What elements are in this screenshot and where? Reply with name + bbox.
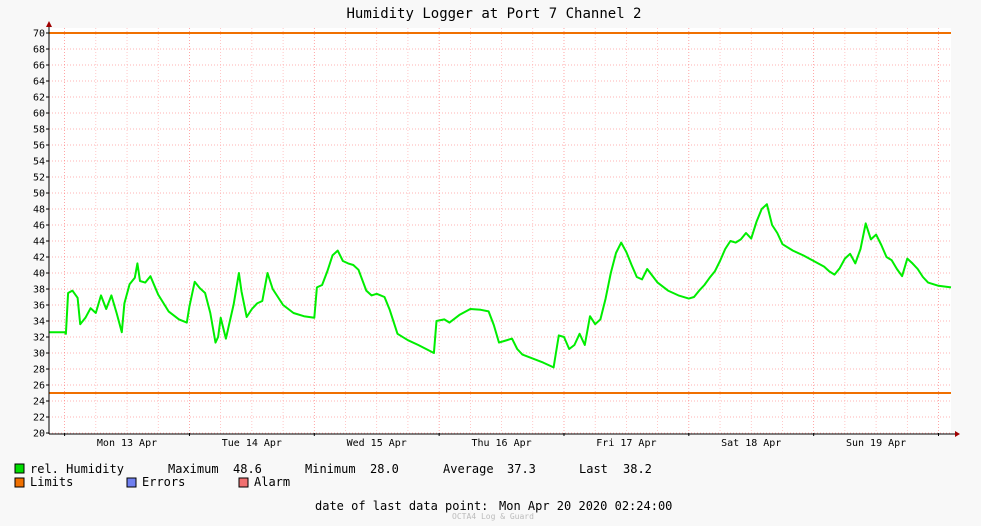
legend-errors-label: Errors — [142, 475, 185, 489]
y-tick-label: 56 — [33, 141, 45, 152]
grid — [49, 28, 951, 434]
max-label: Maximum — [168, 462, 219, 476]
y-tick-label: 20 — [33, 429, 45, 440]
limits-swatch — [14, 477, 25, 488]
last-label: Last — [579, 462, 608, 476]
x-tick-label: Sun 19 Apr — [846, 438, 906, 449]
y-axis: 20 22 24 26 28 30 32 34 36 38 40 42 44 46 48 50 52 54 56 58… — [33, 29, 49, 440]
y-axis-arrow-icon — [46, 21, 52, 27]
y-tick-label: 30 — [33, 349, 45, 360]
y-tick-label: 42 — [33, 253, 45, 264]
humidity-swatch — [14, 463, 25, 474]
y-tick-label: 64 — [33, 77, 45, 88]
y-tick-label: 70 — [33, 29, 45, 40]
y-tick-label: 22 — [33, 413, 45, 424]
last-value: 38.2 — [623, 462, 652, 476]
max-value: 48.6 — [233, 462, 262, 476]
x-tick-label: Wed 15 Apr — [347, 438, 407, 449]
y-tick-label: 52 — [33, 173, 45, 184]
min-value: 28.0 — [370, 462, 399, 476]
x-axis-arrow-icon — [955, 431, 960, 437]
x-tick-label: Mon 13 Apr — [97, 438, 157, 449]
chart-title: Humidity Logger at Port 7 Channel 2 — [346, 6, 641, 22]
y-tick-label: 46 — [33, 221, 45, 232]
y-tick-label: 60 — [33, 109, 45, 120]
y-tick-label: 58 — [33, 125, 45, 136]
y-tick-label: 36 — [33, 301, 45, 312]
y-tick-label: 28 — [33, 365, 45, 376]
x-tick-label: Thu 16 Apr — [471, 438, 531, 449]
y-tick-label: 44 — [33, 237, 45, 248]
alarm-swatch — [238, 477, 249, 488]
legend-humidity-label: rel. Humidity — [30, 462, 124, 476]
legend-alarm-label: Alarm — [254, 475, 290, 489]
x-tick-label: Fri 17 Apr — [596, 438, 656, 449]
plot-area — [49, 28, 951, 434]
humidity-series-line — [49, 203, 952, 369]
limit-lines — [49, 32, 951, 394]
y-tick-label: 40 — [33, 269, 45, 280]
y-tick-label: 50 — [33, 189, 45, 200]
y-tick-label: 62 — [33, 93, 45, 104]
legend: rel. Humidity Maximum 48.6 Minimum 28.0 … — [14, 462, 652, 489]
min-label: Minimum — [305, 462, 356, 476]
y-tick-label: 34 — [33, 317, 45, 328]
last-point-label: date of last data point: — [315, 499, 488, 513]
credit-text: OCTA4 Log & Guard — [452, 512, 534, 521]
x-tick-label: Sat 18 Apr — [721, 438, 781, 449]
y-tick-label: 24 — [33, 397, 45, 408]
y-tick-label: 38 — [33, 285, 45, 296]
x-tick-label: Tue 14 Apr — [222, 438, 282, 449]
y-tick-label: 48 — [33, 205, 45, 216]
x-axis: Mon 13 Apr Tue 14 Apr Wed 15 Apr Thu 16 Apr… — [64, 433, 940, 449]
y-tick-label: 68 — [33, 45, 45, 56]
errors-swatch — [126, 477, 137, 488]
avg-value: 37.3 — [507, 462, 536, 476]
series-group — [49, 203, 952, 369]
avg-label: Average — [443, 462, 494, 476]
y-tick-label: 26 — [33, 381, 45, 392]
y-tick-label: 32 — [33, 333, 45, 344]
last-point-value: Mon Apr 20 2020 02:24:00 — [499, 499, 672, 513]
y-tick-label: 66 — [33, 61, 45, 72]
legend-limits-label: Limits — [30, 475, 73, 489]
y-tick-label: 54 — [33, 157, 45, 168]
